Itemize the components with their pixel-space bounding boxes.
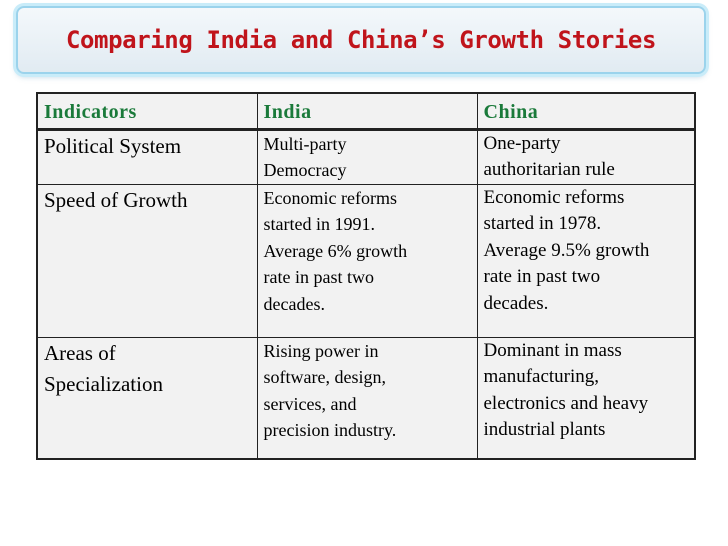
india-cell: Rising power in software, design, servic… [256, 336, 478, 459]
indicator-cell: Areas of Specialization [36, 336, 258, 459]
indicator-cell: Political System [36, 128, 258, 185]
indicator-areas-of-specialization: Areas of Specialization [44, 340, 163, 396]
india-areas-of-specialization: Rising power in software, design, servic… [263, 340, 397, 441]
india-cell: Multi-party Democracy [256, 128, 478, 185]
indicator-political-system: Political System [44, 133, 182, 158]
china-cell: One-party authoritarian rule [476, 128, 696, 185]
china-political-system: One-party authoritarian rule [483, 132, 615, 181]
header-india: India [256, 92, 478, 131]
india-cell: Economic reforms started in 1991. Averag… [256, 183, 478, 338]
china-cell: Economic reforms started in 1978. Averag… [476, 183, 696, 338]
china-areas-of-specialization: Dominant in mass manufacturing, electron… [483, 339, 649, 441]
header-china: China [476, 92, 696, 131]
table-row: Political System Multi-party Democracy O… [36, 128, 696, 185]
table-row: Areas of Specialization Rising power in … [36, 336, 696, 459]
header-indicators: Indicators [36, 92, 258, 131]
indicator-cell: Speed of Growth [36, 183, 258, 338]
china-speed-of-growth: Economic reforms started in 1978. Averag… [483, 186, 650, 314]
slide-title: Comparing India and China’s Growth Stori… [65, 26, 657, 54]
table-row: Speed of Growth Economic reforms started… [36, 183, 696, 338]
china-cell: Dominant in mass manufacturing, electron… [476, 336, 696, 459]
comparison-table: Indicators India China Political System … [36, 92, 696, 460]
indicator-speed-of-growth: Speed of Growth [44, 187, 188, 212]
table-header-row: Indicators India China [36, 92, 696, 131]
india-political-system: Multi-party Democracy [263, 133, 347, 181]
india-speed-of-growth: Economic reforms started in 1991. Averag… [263, 187, 408, 314]
title-box: Comparing India and China’s Growth Stori… [16, 6, 706, 74]
